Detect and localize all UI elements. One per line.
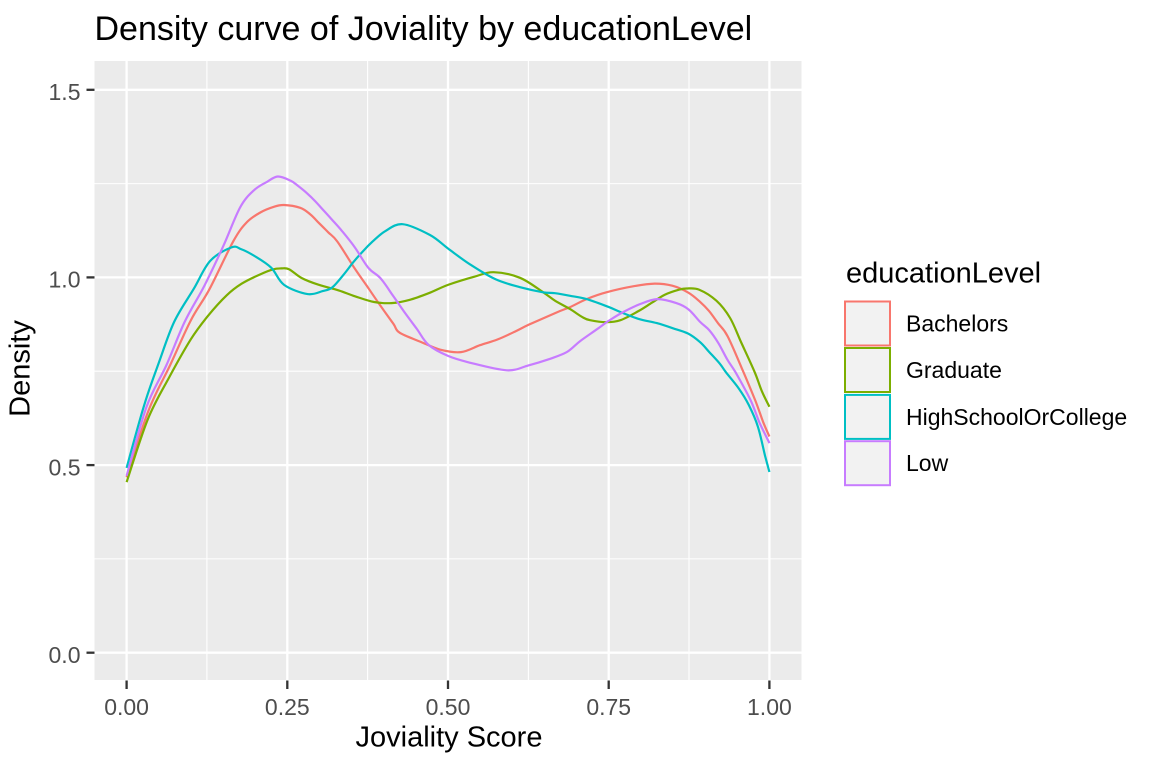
svg-text:0.50: 0.50 bbox=[426, 694, 471, 720]
svg-text:Bachelors: Bachelors bbox=[906, 311, 1008, 337]
svg-text:0.5: 0.5 bbox=[49, 454, 81, 480]
svg-text:Graduate: Graduate bbox=[906, 357, 1002, 383]
svg-text:0.00: 0.00 bbox=[104, 694, 149, 720]
svg-text:0.75: 0.75 bbox=[586, 694, 631, 720]
svg-text:1.5: 1.5 bbox=[49, 79, 81, 105]
svg-text:Joviality Score: Joviality Score bbox=[356, 722, 543, 754]
svg-text:0.25: 0.25 bbox=[265, 694, 310, 720]
svg-text:1.00: 1.00 bbox=[747, 694, 792, 720]
svg-text:HighSchoolOrCollege: HighSchoolOrCollege bbox=[906, 404, 1127, 430]
svg-text:Low: Low bbox=[906, 450, 949, 476]
svg-text:Density: Density bbox=[5, 320, 37, 417]
svg-text:Density curve of Joviality by: Density curve of Joviality by educationL… bbox=[95, 10, 753, 48]
svg-text:0.0: 0.0 bbox=[49, 642, 81, 668]
svg-text:educationLevel: educationLevel bbox=[846, 258, 1041, 290]
svg-text:1.0: 1.0 bbox=[49, 267, 81, 293]
